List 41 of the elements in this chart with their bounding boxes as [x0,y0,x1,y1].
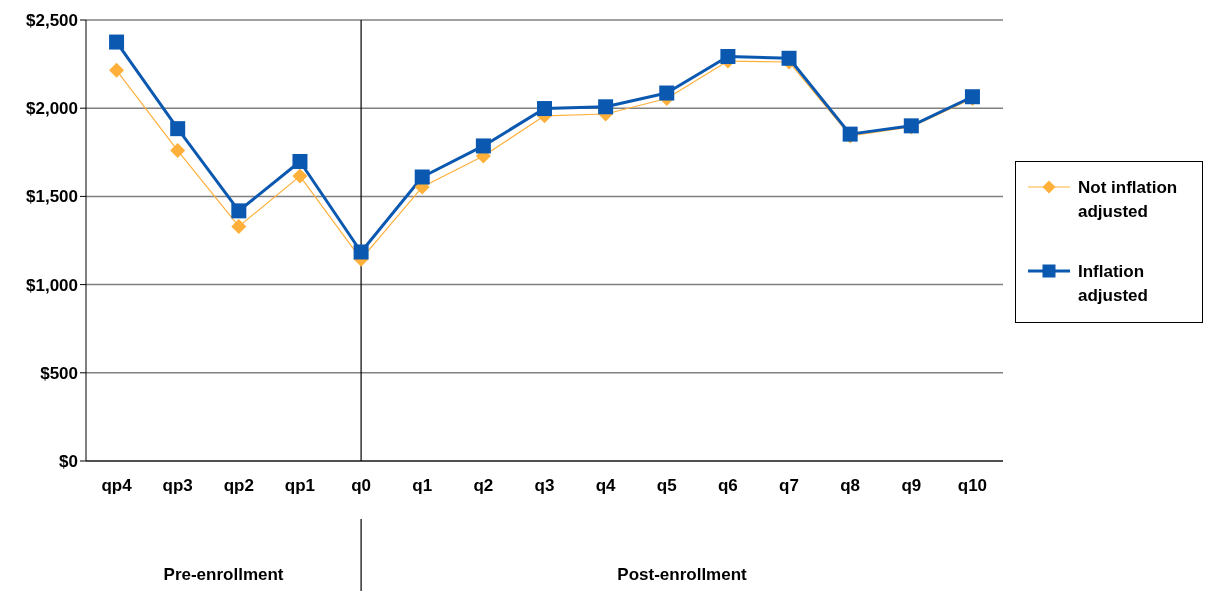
point [659,85,675,101]
point [353,244,369,260]
x-tick-label: qp4 [101,476,133,496]
x-tick-label: qp1 [284,476,316,496]
x-tick-label: q9 [901,476,922,496]
point [170,143,186,159]
text: Post-enrollment [616,565,748,585]
x-tick-label: q7 [779,476,799,496]
point [537,101,552,117]
y-tick-label: $2,500 [26,11,78,31]
x-tick-label: qp2 [223,476,254,496]
y-tick-label: $0 [59,452,78,472]
point [109,62,125,78]
point [292,153,308,169]
point [170,121,186,137]
x-tick-label: qp3 [162,476,193,496]
x-tick-label: q5 [656,476,677,496]
point [231,203,247,219]
x-tick-label: q8 [840,476,861,496]
point [414,169,430,185]
x-tick-label: q4 [595,476,617,496]
legend-label: Inflation adjusted [1078,260,1149,307]
y-tick-label: $1,500 [26,187,78,207]
legend-label: Not inflation adjusted [1078,176,1179,223]
point [231,218,247,234]
x-tick-label: q1 [412,476,433,496]
y-tick-label: $2,000 [26,99,78,119]
point [292,168,308,184]
point [720,49,736,65]
point [598,99,614,115]
point [109,34,125,50]
x-tick-label: q10 [957,476,988,496]
y-tick-label: $1,000 [26,275,78,295]
x-tick-label: q6 [717,476,738,496]
point [781,50,797,66]
x-tick-label: q3 [534,476,555,496]
y-tick-label: $500 [40,363,78,383]
text: Pre-enrollment [162,565,285,585]
x-tick-label: q0 [351,476,372,496]
x-tick-label: q2 [473,476,494,496]
point [475,138,491,154]
